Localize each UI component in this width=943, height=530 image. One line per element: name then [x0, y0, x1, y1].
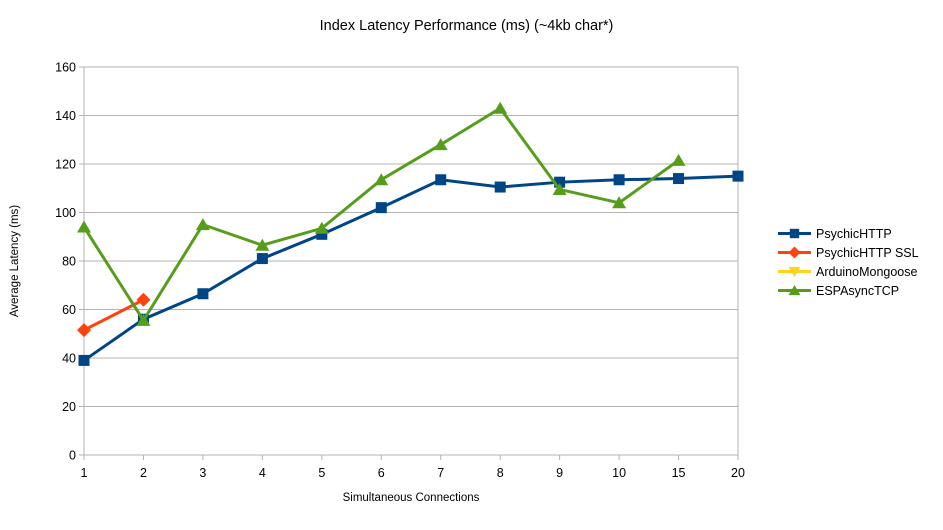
legend-item-psychichttp: PsychicHTTP [777, 224, 919, 243]
marker-diamond [77, 323, 91, 338]
marker-triangle-up [136, 313, 151, 326]
legend-swatch-triangle-down-icon [778, 266, 811, 278]
chart-title: Index Latency Performance (ms) (~4kb cha… [319, 18, 614, 34]
y-tick-label: 40 [62, 352, 76, 366]
marker-square [435, 174, 447, 186]
x-tick-label: 3 [199, 466, 206, 480]
marker-triangle-up [374, 173, 389, 186]
y-tick-label: 60 [62, 303, 76, 317]
legend: PsychicHTTP PsychicHTTP SSL ArduinoMongoos… [777, 224, 919, 300]
y-tick-label: 140 [55, 109, 76, 123]
x-tick-label: 1 [81, 466, 88, 480]
legend-swatch-square-icon [778, 228, 811, 239]
y-axis-title: Average Latency (ms) [9, 204, 21, 318]
legend-label: PsychicHTTP SSL [816, 245, 919, 260]
x-tick-label: 15 [672, 466, 686, 480]
legend-item-psychichttp-ssl: PsychicHTTP SSL [777, 243, 919, 262]
legend-label: ESPAsyncTCP [816, 283, 900, 298]
marker-triangle-up [255, 238, 270, 251]
x-tick-label: 6 [378, 466, 385, 480]
x-tick-label: 20 [731, 466, 745, 480]
legend-label: ArduinoMongoose [816, 264, 918, 279]
marker-triangle-up [493, 101, 508, 114]
marker-square [197, 288, 209, 300]
marker-triangle-up [612, 196, 627, 209]
marker-triangle-up [314, 221, 329, 234]
y-tick-label: 80 [62, 255, 76, 269]
marker-triangle-up [671, 153, 686, 166]
marker-square [613, 174, 625, 186]
marker-triangle-up [433, 138, 448, 151]
y-tick-label: 20 [62, 400, 76, 414]
legend-swatch-triangle-up-icon [778, 284, 811, 296]
x-axis-title: Simultaneous Connections [342, 492, 480, 504]
marker-triangle-up [552, 182, 567, 195]
marker-triangle-up [77, 220, 91, 233]
series-line-espasynctcp [82, 106, 680, 324]
marker-triangle-down [788, 266, 801, 278]
x-tick-label: 9 [556, 466, 563, 480]
y-tick-label: 100 [55, 206, 76, 220]
marker-square [494, 181, 506, 193]
marker-triangle-up [788, 284, 801, 296]
x-tick-label: 8 [497, 466, 504, 480]
marker-diamond [136, 292, 151, 307]
marker-triangle-up [195, 218, 210, 231]
legend-label: PsychicHTTP [816, 226, 892, 241]
x-tick-label: 4 [259, 466, 266, 480]
marker-square [732, 170, 744, 182]
x-tick-label: 10 [612, 466, 626, 480]
marker-square [375, 202, 387, 214]
marker-square [78, 354, 90, 366]
legend-swatch-diamond-icon [778, 246, 811, 259]
marker-square [316, 228, 328, 240]
x-tick-label: 2 [140, 466, 147, 480]
marker-diamond [788, 246, 801, 259]
y-tick-label: 120 [55, 158, 76, 172]
marker-square [256, 253, 268, 265]
x-tick-label: 7 [437, 466, 444, 480]
legend-item-arduinomongoose: ArduinoMongoose [777, 262, 919, 281]
series-line-psychichttp [83, 174, 739, 362]
y-tick-label: 0 [69, 449, 76, 463]
marker-square [554, 176, 566, 188]
marker-square [673, 173, 685, 185]
legend-item-espasynctcp: ESPAsyncTCP [777, 281, 919, 300]
y-tick-label: 160 [55, 61, 76, 75]
marker-square [789, 228, 800, 239]
x-tick-label: 5 [318, 466, 325, 480]
